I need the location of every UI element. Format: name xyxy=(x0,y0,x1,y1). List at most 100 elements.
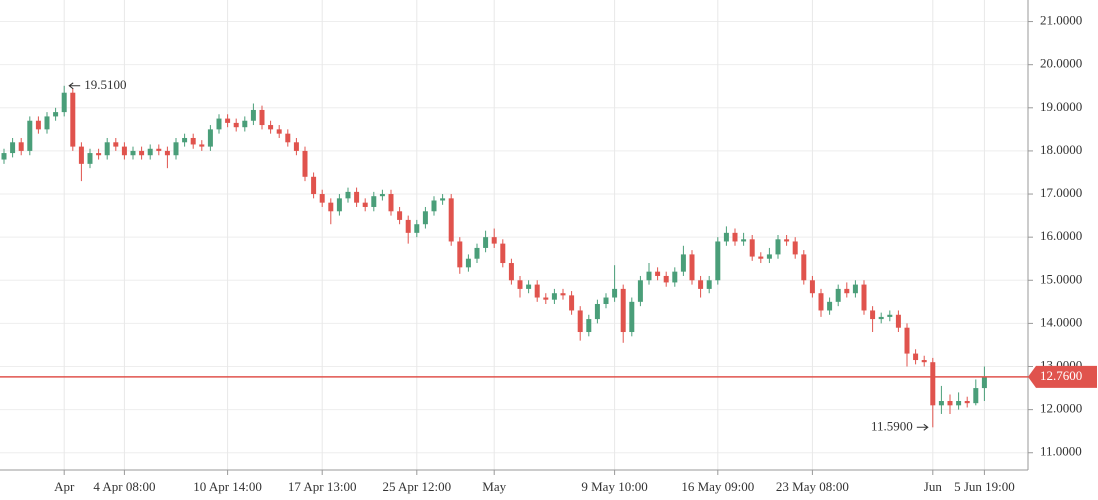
candle-body xyxy=(139,150,145,156)
x-tick-label: 17 Apr 13:00 xyxy=(288,479,357,494)
candle-body xyxy=(113,142,119,147)
candle-body xyxy=(861,284,867,311)
candle-body xyxy=(947,401,953,406)
y-tick-label: 15.0000 xyxy=(1040,271,1082,286)
y-tick-label: 19.0000 xyxy=(1040,99,1082,114)
candle-body xyxy=(182,137,188,143)
candle-body xyxy=(121,146,127,156)
candle-body xyxy=(147,148,153,156)
candle-body xyxy=(594,303,600,320)
candle-body xyxy=(680,254,686,272)
candle-body xyxy=(18,142,24,151)
candle-body xyxy=(440,198,446,201)
y-tick-label: 12.0000 xyxy=(1040,401,1082,416)
candle-body xyxy=(414,224,420,233)
y-tick-label: 16.0000 xyxy=(1040,228,1082,243)
candle-body xyxy=(104,142,110,156)
candle-body xyxy=(285,133,291,143)
candle-body xyxy=(586,319,592,333)
x-tick-label: 10 Apr 14:00 xyxy=(193,479,262,494)
candle-body xyxy=(981,376,987,389)
candle-body xyxy=(96,153,102,156)
candle-body xyxy=(629,301,635,333)
x-tick-label: 5 Jun 19:00 xyxy=(954,479,1015,494)
candle-body xyxy=(328,202,334,212)
candle-body xyxy=(457,241,463,268)
candle-body xyxy=(698,280,704,289)
candle-body xyxy=(663,275,669,283)
candle-body xyxy=(27,120,33,151)
candle-body xyxy=(336,198,342,212)
candle-body xyxy=(895,314,901,328)
candle-body xyxy=(388,194,394,212)
y-tick-label: 21.0000 xyxy=(1040,13,1082,28)
candle-body xyxy=(612,288,618,298)
annotation-label: 19.5100 xyxy=(84,77,126,92)
candle-body xyxy=(422,211,428,225)
candle-body xyxy=(371,196,377,207)
candle-body xyxy=(35,120,41,130)
candle-body xyxy=(801,254,807,281)
candle-body xyxy=(190,137,196,145)
candle-body xyxy=(259,109,265,126)
candle-body xyxy=(345,191,351,199)
candle-body xyxy=(913,353,919,361)
candle-body xyxy=(207,129,213,147)
candle-body xyxy=(448,198,454,242)
x-tick-label: May xyxy=(482,479,506,494)
candle-body xyxy=(646,271,652,281)
candle-body xyxy=(156,148,162,151)
candle-body xyxy=(405,219,411,233)
candle-body xyxy=(10,142,16,154)
candle-body xyxy=(397,211,403,220)
annotation-label: 11.5900 xyxy=(871,418,913,433)
x-tick-label: 16 May 09:00 xyxy=(681,479,754,494)
candle-body xyxy=(233,122,239,128)
candle-body xyxy=(887,314,893,317)
candle-body xyxy=(199,144,205,147)
candle-body xyxy=(276,129,282,134)
candle-body xyxy=(78,146,84,164)
last-price-label: 12.7600 xyxy=(1040,368,1082,383)
candle-body xyxy=(465,258,471,268)
candle-body xyxy=(164,150,170,156)
candle-body xyxy=(956,401,962,406)
y-tick-label: 18.0000 xyxy=(1040,142,1082,157)
x-tick-label: 23 May 08:00 xyxy=(776,479,849,494)
candle-body xyxy=(474,247,480,259)
x-tick-label: 25 Apr 12:00 xyxy=(382,479,451,494)
candle-body xyxy=(706,280,712,289)
candle-body xyxy=(577,310,583,333)
candle-body xyxy=(749,239,755,257)
candle-body xyxy=(758,256,764,259)
candle-body xyxy=(517,280,523,289)
candle-body xyxy=(362,202,368,207)
candle-body xyxy=(938,401,944,406)
candle-body xyxy=(878,316,884,320)
candle-body xyxy=(741,239,747,242)
candle-body xyxy=(379,194,385,197)
last-price-badge xyxy=(1028,365,1097,388)
candle-body xyxy=(491,237,497,244)
candle-body xyxy=(53,112,59,117)
candle-body xyxy=(715,241,721,281)
candle-body xyxy=(293,142,299,151)
candle-body xyxy=(689,254,695,281)
candle-body xyxy=(268,125,274,130)
candle-body xyxy=(526,284,532,289)
candle-body xyxy=(766,254,772,259)
candle-body xyxy=(835,288,841,302)
candle-body xyxy=(809,280,815,294)
y-tick-label: 20.0000 xyxy=(1040,56,1082,71)
candle-body xyxy=(543,297,549,300)
candle-body xyxy=(173,142,179,156)
annotation-arrow xyxy=(68,82,81,90)
x-tick-label: Jun xyxy=(924,479,943,494)
candle-body xyxy=(930,362,936,406)
candle-body xyxy=(61,92,67,113)
candle-body xyxy=(302,150,308,177)
candle-body xyxy=(130,150,136,156)
annotation-arrow xyxy=(916,423,929,431)
candle-body xyxy=(551,293,557,300)
